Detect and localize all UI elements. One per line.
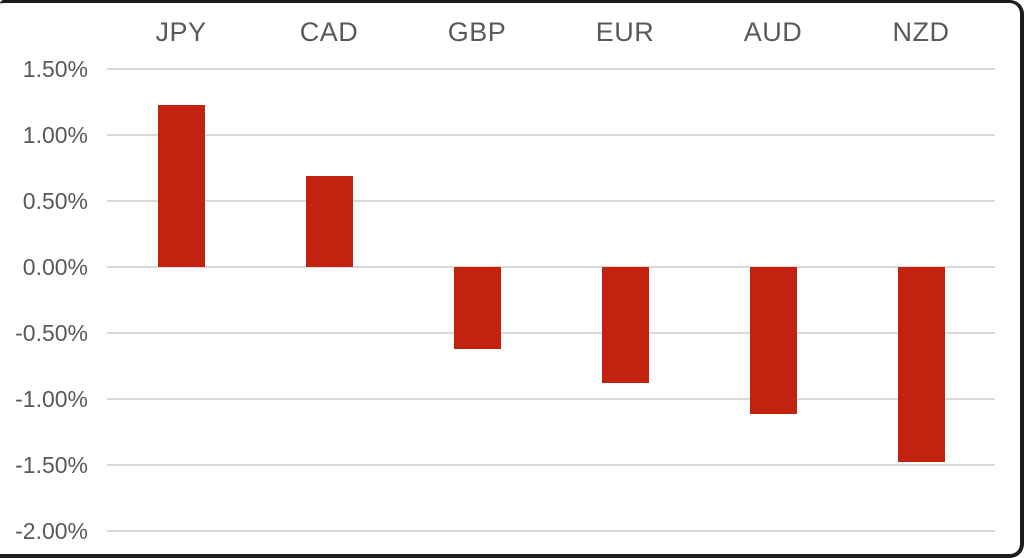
bar-jpy	[158, 105, 205, 267]
category-label-eur: EUR	[595, 17, 655, 47]
bar-aud	[750, 267, 797, 414]
y-tick-label: 1.00%	[22, 122, 88, 148]
gridline-1.50%	[107, 68, 995, 70]
bar-eur	[602, 267, 649, 383]
category-label-nzd: NZD	[892, 17, 950, 47]
bar-cad	[306, 176, 353, 267]
gridline-0.00%	[107, 266, 995, 268]
y-tick-label: -2.00%	[15, 518, 88, 544]
category-label-jpy: JPY	[155, 17, 207, 47]
y-tick-label: -0.50%	[15, 320, 88, 346]
bar-gbp	[454, 267, 501, 349]
y-tick-label: -1.50%	[15, 452, 88, 478]
gridline--2.00%	[107, 530, 995, 532]
gridline-0.50%	[107, 200, 995, 202]
category-label-cad: CAD	[299, 17, 359, 47]
y-tick-label: -1.00%	[15, 386, 88, 412]
y-tick-label: 0.50%	[22, 188, 88, 214]
category-label-aud: AUD	[743, 17, 803, 47]
category-label-gbp: GBP	[447, 17, 507, 47]
bar-nzd	[898, 267, 945, 462]
currency-returns-bar-chart: JPY CAD GBP EUR AUD NZD 1.50% 1.00% 0.50% 0.00% -…	[0, 3, 1020, 554]
gridline--0.50%	[107, 332, 995, 334]
y-tick-label: 0.00%	[22, 254, 88, 280]
gridline--1.00%	[107, 398, 995, 400]
gridline-1.00%	[107, 134, 995, 136]
y-tick-label: 1.50%	[22, 56, 88, 82]
gridline--1.50%	[107, 464, 995, 466]
